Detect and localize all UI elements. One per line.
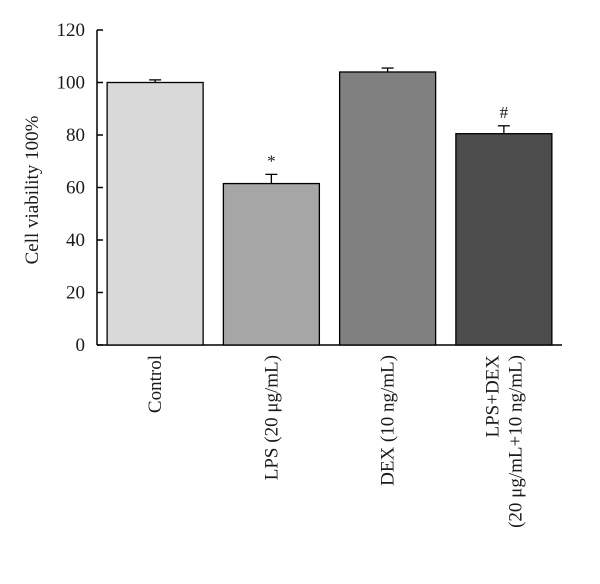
- x-category-label: Control: [145, 355, 166, 413]
- x-category-label-line: Control: [145, 355, 166, 413]
- y-tick-label: 80: [66, 125, 85, 146]
- significance-marker: *: [267, 151, 276, 170]
- y-tick-label: 100: [57, 73, 86, 94]
- significance-marker: #: [500, 103, 509, 122]
- bar: [106, 81, 204, 346]
- y-tick-label: 0: [76, 335, 86, 356]
- x-category-label-line: LPS (20 μg/mL): [261, 355, 282, 480]
- y-tick-label: 40: [66, 230, 85, 251]
- y-tick-label: 120: [57, 20, 86, 41]
- y-axis-title: Cell viability 100%: [22, 115, 43, 264]
- bars: [106, 67, 553, 346]
- x-category-label: LPS (20 μg/mL): [261, 355, 282, 480]
- x-category-label-line: (20 μg/mL+10 ng/mL): [505, 355, 526, 528]
- y-tick-label: 20: [66, 283, 85, 304]
- x-category-label-line: LPS+DEX: [482, 355, 503, 438]
- bar: [338, 71, 437, 346]
- x-category-label-line: DEX (10 ng/mL): [378, 355, 399, 486]
- labels: Control * LPS (20 μg/mL) DEX (10 ng/mL) # LPS…: [145, 103, 526, 528]
- y-tick-label: 60: [66, 178, 85, 199]
- bar: [455, 133, 553, 346]
- x-category-label: DEX (10 ng/mL): [378, 355, 399, 486]
- x-category-label: LPS+DEX (20 μg/mL+10 ng/mL): [482, 355, 526, 528]
- bar: [222, 182, 321, 346]
